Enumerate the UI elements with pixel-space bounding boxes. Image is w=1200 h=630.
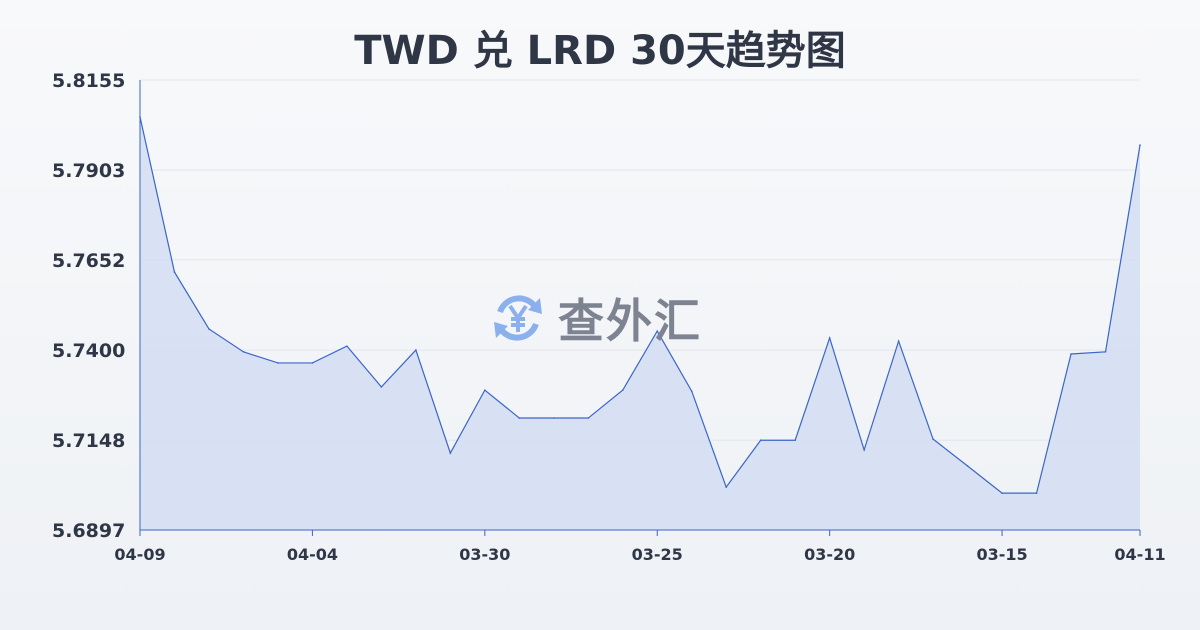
data-point xyxy=(1001,492,1003,494)
data-point xyxy=(1104,351,1107,353)
x-tick-label: 04-04 xyxy=(287,545,338,564)
data-point xyxy=(690,390,693,393)
data-point xyxy=(828,337,831,339)
data-point xyxy=(794,439,796,442)
x-tick-label: 03-25 xyxy=(632,545,683,564)
x-tick-label: 04-09 xyxy=(114,545,165,564)
y-tick-label: 5.7400 xyxy=(52,340,125,362)
data-point xyxy=(725,486,728,488)
x-tick-label: 03-15 xyxy=(976,545,1027,564)
x-tick-label: 04-11 xyxy=(1114,545,1165,564)
series-line xyxy=(139,116,1141,494)
data-point xyxy=(656,330,659,332)
y-tick-label: 5.7652 xyxy=(52,250,125,272)
y-tick-label: 5.7903 xyxy=(52,160,125,182)
data-point xyxy=(173,271,176,273)
data-point xyxy=(759,439,762,442)
x-tick-label: 03-20 xyxy=(804,545,855,564)
data-point xyxy=(621,389,624,391)
data-point xyxy=(587,417,590,419)
data-point xyxy=(1070,353,1072,355)
area-fill xyxy=(140,116,1140,530)
data-point xyxy=(863,449,865,451)
data-point xyxy=(311,362,314,364)
y-tick-label: 5.8155 xyxy=(52,70,125,92)
data-point xyxy=(1139,144,1141,146)
y-tick-label: 5.7148 xyxy=(52,430,125,452)
data-point xyxy=(449,452,452,454)
data-point xyxy=(932,438,934,440)
data-point xyxy=(484,389,486,391)
data-point xyxy=(1035,492,1038,494)
data-point xyxy=(518,417,521,419)
chart-title: TWD 兑 LRD 30天趋势图 xyxy=(354,28,846,74)
data-point xyxy=(346,345,348,347)
data-point xyxy=(966,465,969,467)
yen-exchange-icon xyxy=(494,295,542,341)
watermark: 查外汇 xyxy=(488,285,702,351)
data-point xyxy=(277,362,279,364)
watermark-text: 查外汇 xyxy=(558,294,702,348)
data-point xyxy=(552,417,555,419)
data-point xyxy=(242,351,245,353)
y-tick-label: 5.6897 xyxy=(52,520,125,542)
data-point xyxy=(897,340,900,342)
data-point xyxy=(415,349,417,351)
x-tick-label: 03-30 xyxy=(459,545,510,564)
data-point xyxy=(380,386,383,388)
data-point xyxy=(208,328,210,330)
